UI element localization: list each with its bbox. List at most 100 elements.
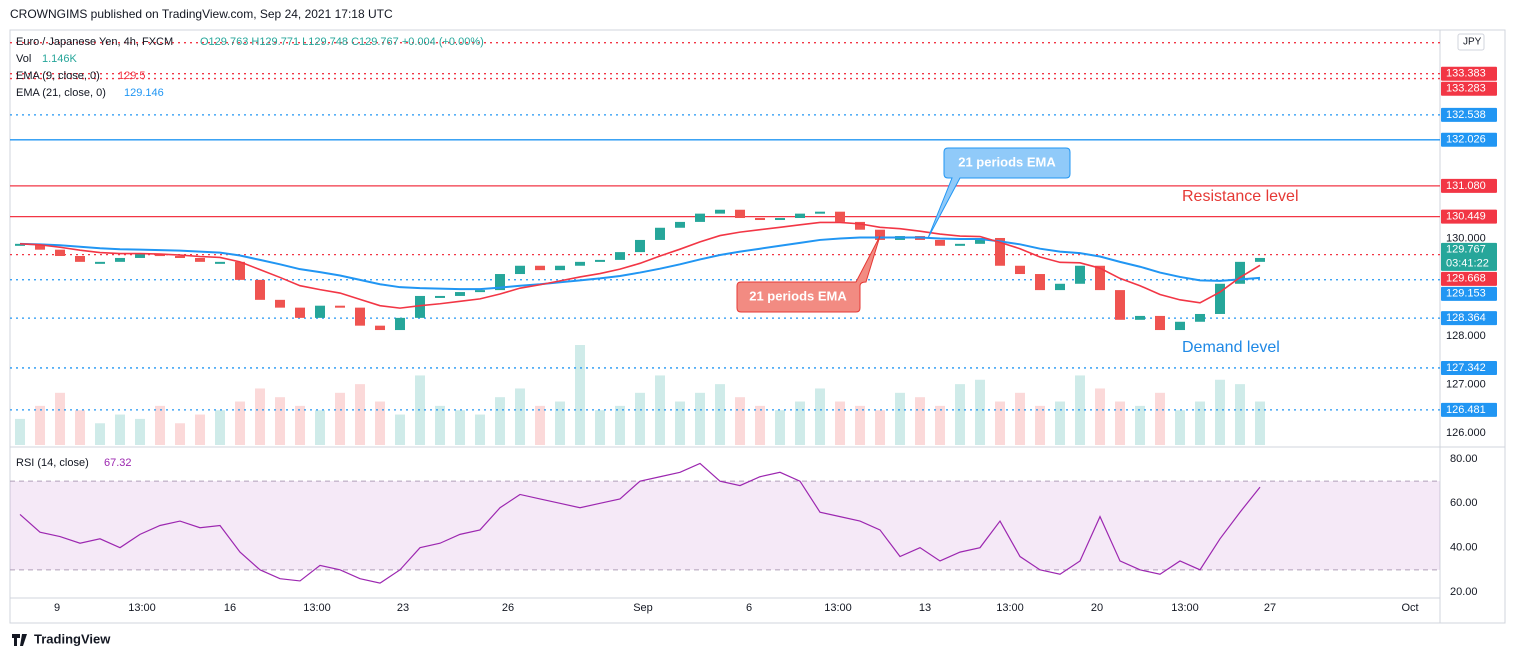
- volume-bar: [275, 397, 285, 445]
- level-label: 127.342: [1446, 362, 1486, 374]
- volume-bar: [595, 410, 605, 445]
- candle: [435, 295, 445, 298]
- rsi-tick-label: 60.00: [1450, 497, 1478, 509]
- currency-box: [1457, 33, 1485, 51]
- x-tick-label: 16: [224, 602, 236, 614]
- candle: [1155, 315, 1165, 331]
- level-box: [1441, 66, 1497, 81]
- candle: [655, 227, 665, 240]
- volume-bar: [55, 392, 65, 445]
- rsi-tick-label: 80.00: [1450, 453, 1478, 465]
- callout-text: 21 periods EMA: [749, 288, 847, 303]
- y-tick-label: 126.000: [1446, 427, 1486, 439]
- level-box: [1441, 311, 1497, 326]
- x-tick-label: 13:00: [824, 602, 852, 614]
- annotation-red: 21 periods EMA: [736, 235, 881, 313]
- candle: [1235, 261, 1245, 284]
- volume-bar: [475, 414, 485, 445]
- candle: [635, 239, 645, 253]
- candle: [555, 265, 565, 271]
- candle: [795, 213, 805, 219]
- level-label: 126.481: [1446, 404, 1486, 416]
- level-label: 129.153: [1446, 288, 1486, 300]
- labels-layer: 126.000127.000128.000130.000133.000133.3…: [1441, 33, 1497, 439]
- footer-text: TradingView: [34, 631, 111, 646]
- candle: [995, 237, 1005, 266]
- volume-bar: [95, 423, 105, 445]
- callout-text: 21 periods EMA: [958, 154, 1056, 169]
- ema21-line: [19, 236, 1261, 291]
- volume-bar: [535, 405, 545, 445]
- candle: [1135, 315, 1145, 320]
- current-price-box: [1441, 242, 1497, 271]
- volume-bar: [1175, 410, 1185, 445]
- ema9-line: [19, 221, 1261, 309]
- candle: [535, 265, 545, 271]
- candle: [595, 259, 605, 262]
- candle: [135, 254, 145, 258]
- y-tick-label: 128.000: [1446, 330, 1486, 342]
- resistance-label: Resistance level: [1182, 188, 1299, 205]
- level-box: [1441, 271, 1497, 286]
- candle: [735, 209, 745, 219]
- candle: [575, 261, 585, 266]
- candle: [855, 221, 865, 230]
- countdown: 03:41:22: [1446, 258, 1489, 270]
- x-tick-label: 13:00: [303, 602, 331, 614]
- rsi-band: [10, 481, 1440, 570]
- footer: TradingView: [12, 631, 111, 646]
- volume-bar: [995, 401, 1005, 445]
- x-tick-label: 6: [746, 602, 752, 614]
- candle: [955, 243, 965, 246]
- volume-bar: [315, 410, 325, 445]
- candle: [695, 213, 705, 222]
- volume-bar: [735, 397, 745, 445]
- level-label: 132.538: [1446, 109, 1486, 121]
- candle: [475, 290, 485, 293]
- volume-bar: [795, 401, 805, 445]
- x-tick-label: 13:00: [128, 602, 156, 614]
- candle: [815, 211, 825, 214]
- candle: [375, 325, 385, 331]
- level-label: 133.383: [1446, 68, 1486, 80]
- rsi-layer: 20.00 40.00 60.00 80.00: [10, 453, 1478, 598]
- ema21-value: 129.146: [124, 87, 164, 99]
- level-box: [1441, 286, 1497, 301]
- candle: [355, 307, 365, 326]
- x-tick-label: 13:00: [996, 602, 1024, 614]
- candle: [975, 237, 985, 244]
- level-label: 132.026: [1446, 134, 1486, 146]
- level-box: [1441, 209, 1497, 224]
- volume-bar: [395, 414, 405, 445]
- header: CROWNGIMS published on TradingView.com, …: [10, 7, 393, 21]
- candle: [175, 256, 185, 259]
- volume-bar: [115, 414, 125, 445]
- ema9-value: 129.5: [118, 70, 146, 82]
- volume-bar: [195, 414, 205, 445]
- volume-bar: [1235, 384, 1245, 445]
- candle: [55, 249, 65, 257]
- x-tick-label: 13: [919, 602, 931, 614]
- volume-bar: [1115, 401, 1125, 445]
- volume-bar: [835, 401, 845, 445]
- candle: [215, 261, 225, 264]
- demand-label: Demand level: [1182, 339, 1280, 356]
- level-label: 130.449: [1446, 211, 1486, 223]
- volume-bar: [1215, 379, 1225, 445]
- volume-bar: [15, 418, 25, 445]
- candle: [1175, 321, 1185, 331]
- annotation-blue: 21 periods EMA: [927, 147, 1071, 239]
- volume-bar: [515, 388, 525, 445]
- rsi-tick-label: 20.00: [1450, 586, 1478, 598]
- x-tick-label: 26: [502, 602, 514, 614]
- volume-bar: [755, 405, 765, 445]
- level-label: 133.283: [1446, 83, 1486, 95]
- volume-bar: [975, 379, 985, 445]
- level-box: [1441, 132, 1497, 147]
- volume-bar: [875, 410, 885, 445]
- candle: [495, 274, 505, 291]
- volume-bar: [1255, 401, 1265, 445]
- volume-bar: [455, 410, 465, 445]
- candle: [875, 229, 885, 240]
